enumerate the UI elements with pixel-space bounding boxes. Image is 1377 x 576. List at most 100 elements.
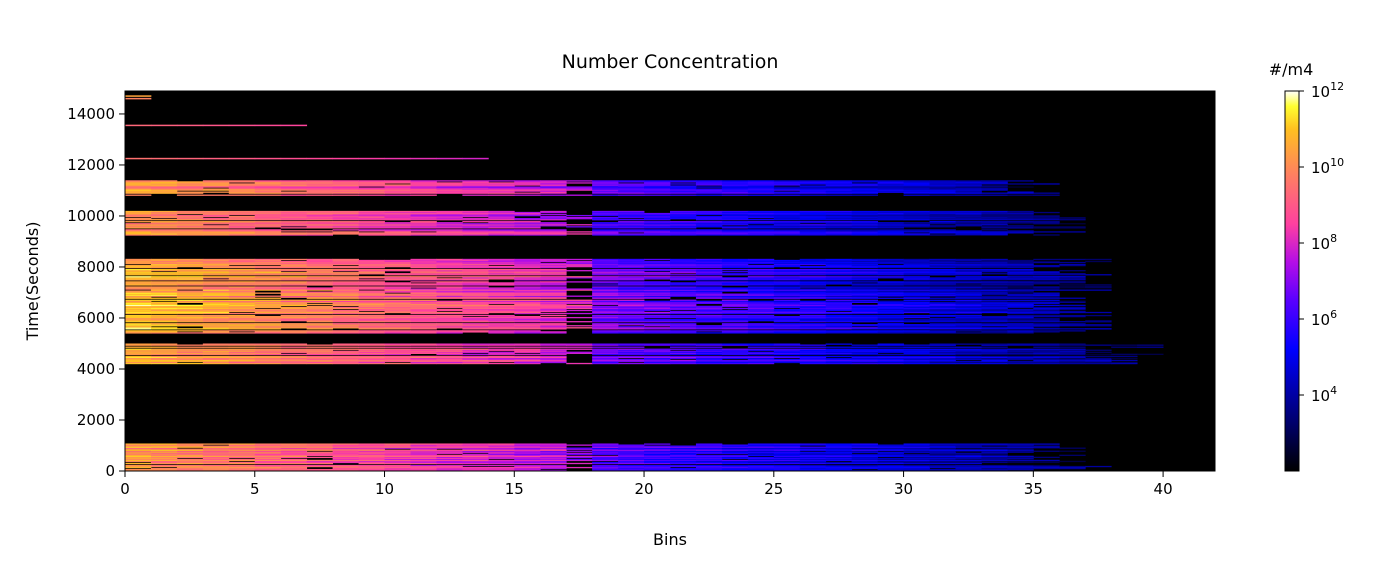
heatmap-cell xyxy=(644,212,671,215)
heatmap-cell xyxy=(929,184,956,186)
heatmap-cell xyxy=(644,356,671,359)
heatmap-cell xyxy=(514,213,541,216)
heatmap-cell xyxy=(358,359,385,362)
heatmap-cell xyxy=(929,188,956,190)
heatmap-cell xyxy=(566,186,593,188)
heatmap-cell xyxy=(566,447,593,449)
heatmap-cell xyxy=(981,458,1008,461)
heatmap-cell xyxy=(384,279,411,281)
heatmap-cell xyxy=(929,451,956,453)
heatmap-cell xyxy=(592,259,619,262)
heatmap-cell xyxy=(799,307,827,310)
heatmap-cell xyxy=(825,452,853,454)
heatmap-cell xyxy=(306,182,334,184)
heatmap-cell xyxy=(358,466,385,469)
heatmap-cell xyxy=(332,317,359,320)
heatmap-cell xyxy=(747,462,775,465)
heatmap-cell xyxy=(1007,218,1034,220)
heatmap-cell xyxy=(851,346,879,348)
heatmap-cell xyxy=(644,281,671,283)
heatmap-cell xyxy=(540,233,567,235)
heatmap-cell xyxy=(592,357,619,360)
heatmap-cell xyxy=(799,190,827,192)
heatmap-cell xyxy=(981,278,1008,280)
heatmap-cell xyxy=(903,306,930,309)
heatmap-cell xyxy=(747,219,775,221)
heatmap-cell xyxy=(358,194,385,196)
heatmap-cell xyxy=(150,325,178,327)
heatmap-cell xyxy=(618,186,645,188)
heatmap-cell xyxy=(929,323,956,325)
heatmap-cell xyxy=(1007,328,1034,330)
heatmap-cell xyxy=(150,447,178,449)
heatmap-cell xyxy=(176,324,204,326)
heatmap-cell xyxy=(618,449,645,451)
heatmap-cell xyxy=(488,323,515,325)
heatmap-cell xyxy=(488,450,515,452)
heatmap-cell xyxy=(540,266,567,269)
heatmap-cell xyxy=(695,306,723,309)
heatmap-cell xyxy=(254,215,282,218)
heatmap-cell xyxy=(618,353,645,356)
heatmap-cell xyxy=(1059,348,1086,350)
heatmap-cell xyxy=(877,468,904,471)
heatmap-cell xyxy=(592,456,619,459)
heatmap-cell xyxy=(358,277,385,279)
heatmap-cell xyxy=(955,362,982,365)
heatmap-cell xyxy=(410,324,437,326)
heatmap-cell xyxy=(125,462,152,465)
heatmap-cell xyxy=(929,297,956,299)
heatmap-cell xyxy=(176,216,204,219)
heatmap-cell xyxy=(929,287,956,289)
heatmap-cell xyxy=(799,232,827,234)
heatmap-cell xyxy=(514,261,541,264)
heatmap-cell xyxy=(228,350,256,352)
heatmap-cell xyxy=(176,124,204,127)
heatmap-cell xyxy=(981,356,1008,359)
heatmap-cell xyxy=(202,233,230,235)
heatmap-cell xyxy=(877,311,904,314)
heatmap-cell xyxy=(410,360,437,363)
heatmap-cell xyxy=(981,461,1008,464)
heatmap-cell xyxy=(877,325,904,327)
heatmap-cell xyxy=(695,356,723,359)
heatmap-cell xyxy=(773,346,801,348)
heatmap-cell xyxy=(488,304,515,307)
heatmap-cell xyxy=(150,262,178,265)
heatmap-cell xyxy=(280,232,308,234)
heatmap-cell xyxy=(1033,261,1060,264)
heatmap-cell xyxy=(695,290,723,292)
heatmap-cell xyxy=(1085,260,1112,263)
heatmap-cell xyxy=(670,282,697,284)
heatmap-cell xyxy=(358,308,385,311)
heatmap-cell xyxy=(125,296,152,298)
heatmap-cell xyxy=(773,299,801,301)
heatmap-cell xyxy=(332,225,359,227)
heatmap-cell xyxy=(1033,299,1060,301)
heatmap-cell xyxy=(332,157,359,160)
heatmap-cell xyxy=(877,452,904,454)
heatmap-cell xyxy=(903,460,930,463)
heatmap-cell xyxy=(410,213,437,216)
heatmap-cell xyxy=(150,461,178,464)
y-tick-label: 8000 xyxy=(77,258,115,276)
heatmap-cell xyxy=(1007,264,1034,267)
heatmap-cell xyxy=(436,218,463,220)
heatmap-cell xyxy=(436,269,463,271)
heatmap-cell xyxy=(176,294,204,296)
heatmap-cell xyxy=(851,466,879,469)
heatmap-cell xyxy=(514,457,541,460)
heatmap-cell xyxy=(670,215,697,218)
heatmap-cell xyxy=(306,232,334,234)
heatmap-cell xyxy=(254,303,282,306)
heatmap-cell xyxy=(799,233,827,235)
heatmap-cell xyxy=(1137,353,1164,356)
heatmap-cell xyxy=(176,293,204,295)
heatmap-cell xyxy=(462,306,489,309)
heatmap-cell xyxy=(306,359,334,362)
heatmap-cell xyxy=(280,446,308,448)
heatmap-cell xyxy=(202,300,230,302)
heatmap-cell xyxy=(436,359,463,362)
heatmap-cell xyxy=(254,276,282,278)
heatmap-cell xyxy=(332,274,359,276)
